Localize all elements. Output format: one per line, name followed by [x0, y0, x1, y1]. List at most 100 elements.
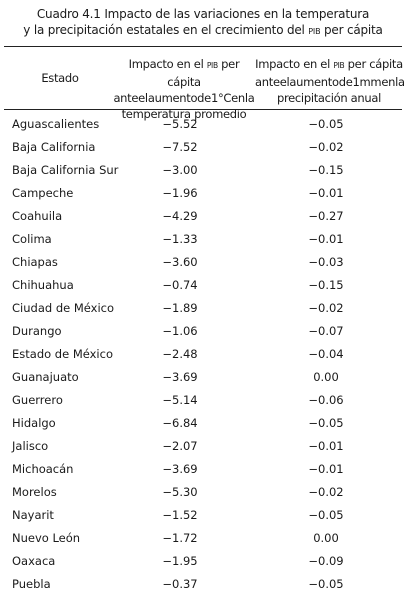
temperature-impact-cell: −1.52 — [162, 508, 198, 522]
table-row: Coahuila −4.29 −0.27 — [0, 205, 406, 228]
table-row: Colima −1.33 −0.01 — [0, 228, 406, 251]
caption-line-1: Cuadro 4.1 Impacto de las variaciones en… — [36, 7, 370, 21]
header-temperature-line-3: temperatura promedio — [121, 107, 247, 121]
precipitation-impact-cell: −0.05 — [308, 416, 344, 430]
header-temperature-line-1: Impacto en el PIB per cápita — [112, 56, 256, 90]
precipitation-impact-cell: 0.00 — [313, 531, 339, 545]
temperature-impact-cell: −5.14 — [162, 393, 198, 407]
precipitation-impact-cell: −0.01 — [308, 186, 344, 200]
estado-cell: Chiapas — [12, 255, 58, 269]
precipitation-impact-cell: −0.15 — [308, 163, 344, 177]
caption-pib: PIB — [308, 27, 321, 36]
table-row: Aguascalientes −5.52 −0.05 — [0, 113, 406, 136]
estado-cell: Baja California Sur — [12, 163, 119, 177]
temperature-impact-cell: −3.00 — [162, 163, 198, 177]
table-row: Nayarit −1.52 −0.05 — [0, 504, 406, 527]
precipitation-impact-cell: −0.02 — [308, 301, 344, 315]
precipitation-impact-cell: 0.00 — [313, 370, 339, 384]
header-precipitation: Impacto en el PIB per cápita anteelaumen… — [255, 56, 405, 106]
table-row: Guanajuato −3.69 0.00 — [0, 366, 406, 389]
header-precipitation-pre: Impacto en el — [255, 57, 334, 71]
temperature-impact-cell: −7.52 — [162, 140, 198, 154]
table-row: Nuevo León −1.72 0.00 — [0, 527, 406, 550]
header-temperature-line-2: anteelaumentode1°Cenla — [113, 91, 255, 105]
temperature-impact-cell: −1.33 — [162, 232, 198, 246]
table-row: Jalisco −2.07 −0.01 — [0, 435, 406, 458]
estado-cell: Baja California — [12, 140, 96, 154]
header-estado: Estado — [41, 71, 79, 85]
estado-cell: Puebla — [12, 577, 51, 591]
estado-cell: Nayarit — [12, 508, 54, 522]
temperature-impact-cell: −3.60 — [162, 255, 198, 269]
temperature-impact-cell: −0.37 — [162, 577, 198, 591]
precipitation-impact-cell: −0.05 — [308, 577, 344, 591]
table-row: Puebla −0.37 −0.05 — [0, 573, 406, 596]
estado-cell: Aguascalientes — [12, 117, 100, 131]
table-row: Ciudad de México −1.89 −0.02 — [0, 297, 406, 320]
precipitation-impact-cell: −0.01 — [308, 462, 344, 476]
table-body: Aguascalientes −5.52 −0.05 Baja California −… — [0, 113, 406, 596]
temperature-impact-cell: −1.72 — [162, 531, 198, 545]
estado-cell: Jalisco — [12, 439, 49, 453]
header-temperature-pre: Impacto en el — [128, 57, 207, 71]
header-precipitation-line-2: anteelaumentode1mmenla — [255, 75, 405, 89]
temperature-impact-cell: −1.96 — [162, 186, 198, 200]
estado-cell: Guanajuato — [12, 370, 79, 384]
header-precipitation-post: per cápita — [344, 57, 404, 71]
estado-cell: Colima — [12, 232, 52, 246]
temperature-impact-cell: −1.06 — [162, 324, 198, 338]
header-precipitation-line-1: Impacto en el PIB per cápita — [255, 56, 403, 74]
estado-cell: Oaxaca — [12, 554, 56, 568]
table-row: Baja California Sur −3.00 −0.15 — [0, 159, 406, 182]
table-row: Campeche −1.96 −0.01 — [0, 182, 406, 205]
header-temperature: Impacto en el PIB per cápita anteelaumen… — [112, 56, 256, 122]
caption-line-2-pre: y la precipitación estatales en el creci… — [23, 23, 309, 37]
estado-cell: Campeche — [12, 186, 74, 200]
estado-cell: Coahuila — [12, 209, 63, 223]
temperature-impact-cell: −1.89 — [162, 301, 198, 315]
estado-cell: Durango — [12, 324, 62, 338]
top-rule — [4, 46, 402, 47]
estado-cell: Morelos — [12, 485, 57, 499]
temperature-impact-cell: −1.95 — [162, 554, 198, 568]
precipitation-impact-cell: −0.05 — [308, 117, 344, 131]
table-row: Chiapas −3.60 −0.03 — [0, 251, 406, 274]
temperature-impact-cell: −2.48 — [162, 347, 198, 361]
estado-cell: Nuevo León — [12, 531, 81, 545]
precipitation-impact-cell: −0.03 — [308, 255, 344, 269]
precipitation-impact-cell: −0.15 — [308, 278, 344, 292]
precipitation-impact-cell: −0.06 — [308, 393, 344, 407]
precipitation-impact-cell: −0.04 — [308, 347, 344, 361]
estado-cell: Estado de México — [12, 347, 113, 361]
table-row: Morelos −5.30 −0.02 — [0, 481, 406, 504]
header-precipitation-pib: PIB — [333, 61, 345, 70]
table-row: Oaxaca −1.95 −0.09 — [0, 550, 406, 573]
temperature-impact-cell: −2.07 — [162, 439, 198, 453]
table-row: Durango −1.06 −0.07 — [0, 320, 406, 343]
estado-cell: Michoacán — [12, 462, 74, 476]
caption-line-2: y la precipitación estatales en el creci… — [0, 22, 406, 40]
estado-cell: Guerrero — [12, 393, 63, 407]
temperature-impact-cell: −5.30 — [162, 485, 198, 499]
precipitation-impact-cell: −0.01 — [308, 439, 344, 453]
header-precipitation-line-3: precipitación anual — [276, 91, 382, 105]
table-row: Guerrero −5.14 −0.06 — [0, 389, 406, 412]
precipitation-impact-cell: −0.02 — [308, 140, 344, 154]
table-row: Estado de México −2.48 −0.04 — [0, 343, 406, 366]
table-caption: Cuadro 4.1 Impacto de las variaciones en… — [0, 6, 406, 40]
temperature-impact-cell: −5.52 — [162, 117, 198, 131]
estado-cell: Ciudad de México — [12, 301, 115, 315]
estado-cell: Chihuahua — [12, 278, 74, 292]
table-row: Hidalgo −6.84 −0.05 — [0, 412, 406, 435]
table-row: Baja California −7.52 −0.02 — [0, 136, 406, 159]
table-row: Michoacán −3.69 −0.01 — [0, 458, 406, 481]
precipitation-impact-cell: −0.02 — [308, 485, 344, 499]
precipitation-impact-cell: −0.01 — [308, 232, 344, 246]
precipitation-impact-cell: −0.09 — [308, 554, 344, 568]
temperature-impact-cell: −6.84 — [162, 416, 198, 430]
temperature-impact-cell: −3.69 — [162, 370, 198, 384]
precipitation-impact-cell: −0.05 — [308, 508, 344, 522]
precipitation-impact-cell: −0.27 — [308, 209, 344, 223]
table-row: Chihuahua −0.74 −0.15 — [0, 274, 406, 297]
estado-cell: Hidalgo — [12, 416, 56, 430]
